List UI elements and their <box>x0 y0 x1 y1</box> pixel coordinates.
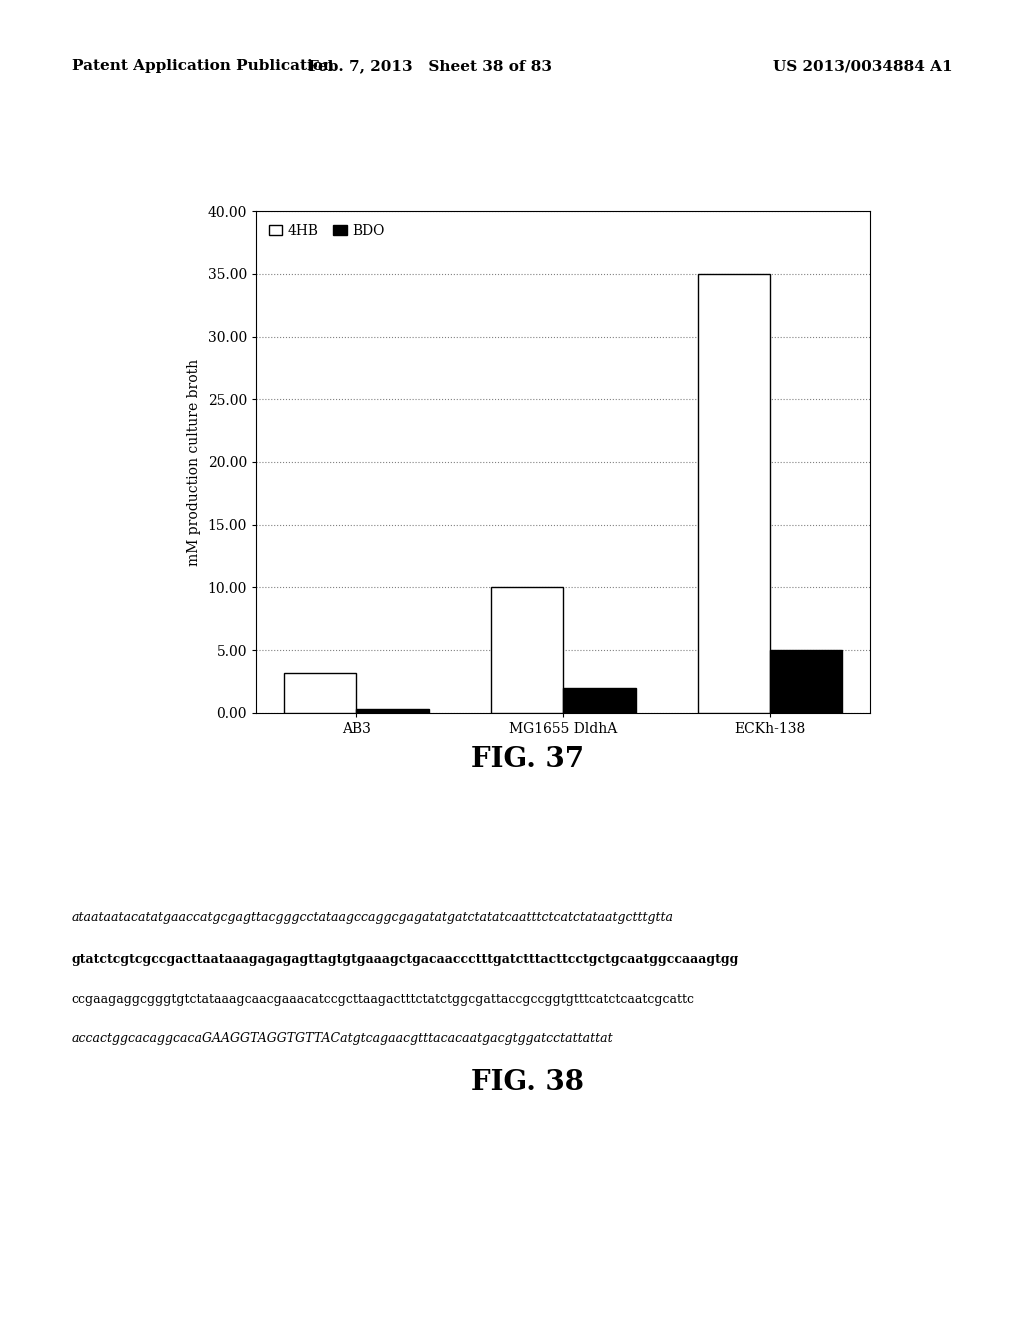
Text: US 2013/0034884 A1: US 2013/0034884 A1 <box>773 59 952 74</box>
Text: Feb. 7, 2013   Sheet 38 of 83: Feb. 7, 2013 Sheet 38 of 83 <box>308 59 552 74</box>
Bar <box>697 273 770 713</box>
Legend: 4HB, BDO: 4HB, BDO <box>263 218 390 243</box>
Bar <box>284 673 356 713</box>
Text: FIG. 37: FIG. 37 <box>471 746 584 772</box>
Bar <box>356 709 429 713</box>
Bar <box>770 649 843 713</box>
Bar <box>563 688 636 713</box>
Text: accactggcacaggcacaGAAGGTAGGTGTTACatgtcagaacgtttacacaatgacgtggatcctattattat: accactggcacaggcacaGAAGGTAGGTGTTACatgtcag… <box>72 1032 613 1045</box>
Y-axis label: mM production culture broth: mM production culture broth <box>186 359 201 565</box>
Text: ataataatacatatgaaccatgcgagttacgggcctataagccaggcgagatatgatctatatcaatttctcatctataa: ataataatacatatgaaccatgcgagttacgggcctataa… <box>72 911 674 924</box>
Text: FIG. 38: FIG. 38 <box>471 1069 584 1096</box>
Text: ccgaagaggcgggtgtctataaagcaacgaaacatccgcttaagactttctatctggcgattaccgccggtgtttcatct: ccgaagaggcgggtgtctataaagcaacgaaacatccgct… <box>72 993 694 1006</box>
Bar <box>490 587 563 713</box>
Text: gtatctcgtcgccgacttaataaagagagagttagtgtgaaagctgacaaccctttgatctttacttcctgctgcaatgg: gtatctcgtcgccgacttaataaagagagagttagtgtga… <box>72 953 739 966</box>
Text: Patent Application Publication: Patent Application Publication <box>72 59 334 74</box>
